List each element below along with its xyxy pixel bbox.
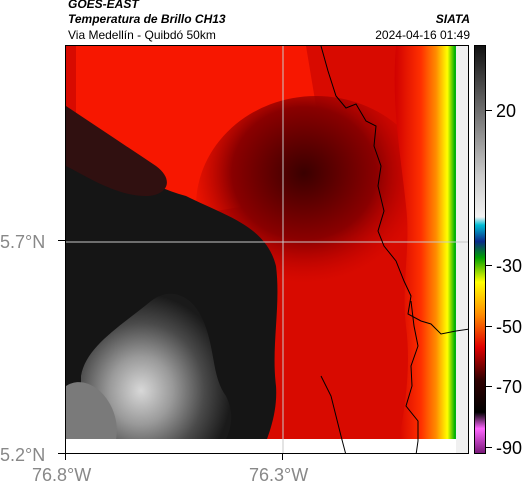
cb-label-20: 20 bbox=[496, 101, 517, 121]
colorbar bbox=[474, 45, 486, 454]
cb-tick-minus30 bbox=[486, 265, 492, 266]
lat-label-5-7: 5.7°N bbox=[0, 232, 46, 252]
satellite-title: GOES-EAST bbox=[68, 0, 139, 11]
map-svg bbox=[66, 46, 468, 453]
cb-tick-minus70 bbox=[486, 386, 492, 387]
lat-label-5-2: 5.2°N bbox=[0, 445, 46, 465]
cb-tick-minus50 bbox=[486, 326, 492, 327]
cb-label-minus50: -50 bbox=[496, 317, 523, 337]
no-data-strip-right bbox=[456, 46, 468, 453]
lon-tick-76-3 bbox=[282, 454, 283, 460]
lon-label-76-3: 76.3°W bbox=[249, 465, 309, 485]
grey-cloud-region bbox=[81, 293, 232, 453]
cb-label-minus70: -70 bbox=[496, 377, 523, 397]
product-title: Temperatura de Brillo CH13 bbox=[68, 12, 226, 26]
lon-label-76-8: 76.8°W bbox=[32, 465, 92, 485]
lat-tick-5-7 bbox=[58, 240, 65, 241]
lat-tick-5-2 bbox=[58, 453, 65, 454]
cb-tick-20 bbox=[486, 110, 492, 111]
cb-label-minus90: -90 bbox=[496, 438, 523, 458]
lon-tick-76-8 bbox=[65, 454, 66, 460]
cb-tick-minus90 bbox=[486, 447, 492, 448]
region-subtitle: Via Medellín - Quibdó 50km bbox=[68, 28, 216, 42]
eastern-gradient-band bbox=[394, 46, 468, 453]
admin-border-line bbox=[320, 46, 468, 335]
dark-transition-region bbox=[66, 106, 167, 196]
grey-cloud-region-left bbox=[66, 382, 117, 453]
no-data-strip bbox=[66, 439, 468, 453]
admin-border-line-south bbox=[405, 300, 419, 453]
admin-border-line-west bbox=[320, 375, 346, 453]
timestamp-label: 2024-04-16 01:49 bbox=[375, 28, 470, 42]
brightness-temperature-map bbox=[65, 45, 469, 454]
cb-label-minus30: -30 bbox=[496, 256, 523, 276]
source-label: SIATA bbox=[435, 12, 470, 26]
